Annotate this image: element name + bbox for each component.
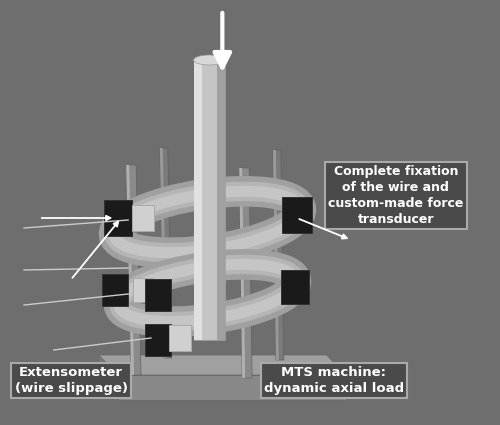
Polygon shape [126,165,134,375]
Bar [104,200,132,236]
Polygon shape [98,355,118,400]
Polygon shape [273,150,279,360]
Bar [281,270,308,304]
Ellipse shape [194,55,226,65]
Polygon shape [160,148,172,358]
Bar [169,325,190,351]
Text: Complete fixation
of the wire and
custom-made force
transducer: Complete fixation of the wire and custom… [328,165,464,226]
Bar [145,324,171,356]
Polygon shape [160,148,167,358]
Polygon shape [126,165,141,375]
Polygon shape [239,168,252,378]
Polygon shape [239,168,245,378]
Text: Extensometer
(wire slippage): Extensometer (wire slippage) [14,366,128,395]
Polygon shape [118,375,346,400]
Bar [104,200,132,236]
Text: MTS machine:
dynamic axial load: MTS machine: dynamic axial load [264,366,404,395]
Bar [102,274,128,306]
Bar [132,205,154,231]
Polygon shape [273,150,284,360]
Polygon shape [194,60,202,340]
Bar [133,278,153,302]
Bar [282,197,312,233]
Polygon shape [194,60,226,340]
Polygon shape [98,355,346,375]
Polygon shape [218,60,226,340]
Bar [145,279,171,311]
